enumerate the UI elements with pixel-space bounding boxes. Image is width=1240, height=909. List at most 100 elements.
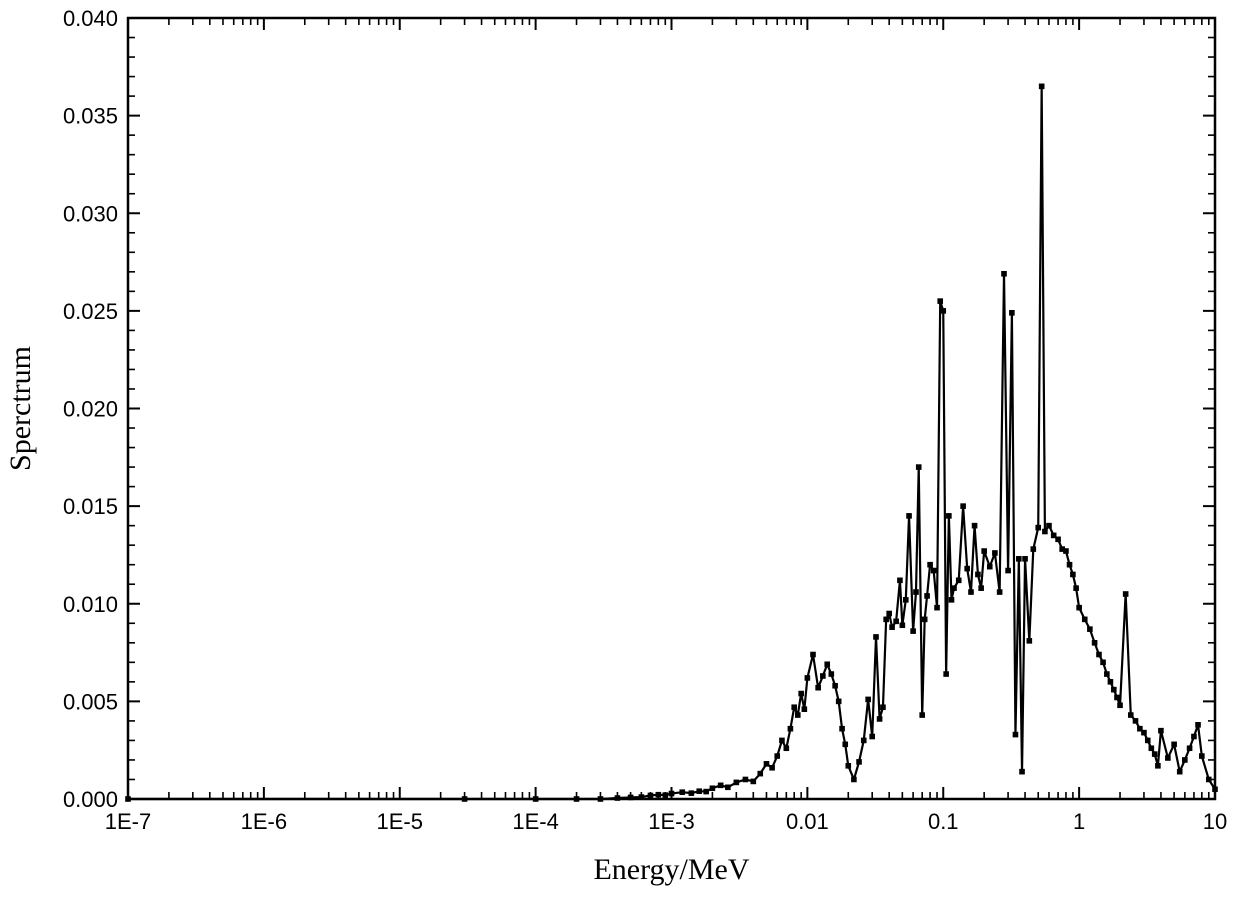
spectrum-marker	[1031, 547, 1036, 552]
spectrum-marker	[833, 683, 838, 688]
spectrum-marker	[1165, 755, 1170, 760]
x-tick-label: 1E-7	[105, 809, 151, 834]
spectrum-marker	[982, 549, 987, 554]
spectrum-marker	[779, 738, 784, 743]
spectrum-marker	[941, 308, 946, 313]
y-tick-label: 0.030	[63, 201, 118, 226]
spectrum-marker	[975, 572, 980, 577]
spectrum-marker	[946, 513, 951, 518]
spectrum-marker	[1070, 572, 1075, 577]
spectrum-marker	[725, 785, 730, 790]
y-axis-label: Sperctrum	[4, 346, 37, 471]
spectrum-marker	[810, 652, 815, 657]
spectrum-marker	[1111, 687, 1116, 692]
spectrum-marker	[836, 699, 841, 704]
spectrum-marker	[764, 761, 769, 766]
spectrum-marker	[1039, 84, 1044, 89]
spectrum-marker	[1206, 777, 1211, 782]
spectrum-marker	[1036, 525, 1041, 530]
spectrum-marker	[938, 299, 943, 304]
spectrum-marker	[1002, 271, 1007, 276]
spectrum-marker	[925, 593, 930, 598]
spectrum-marker	[857, 759, 862, 764]
spectrum-marker	[656, 792, 661, 797]
spectrum-marker	[884, 617, 889, 622]
spectrum-marker	[689, 791, 694, 796]
spectrum-marker	[979, 586, 984, 591]
spectrum-marker	[903, 597, 908, 602]
y-tick-label: 0.035	[63, 104, 118, 129]
spectrum-marker	[911, 629, 916, 634]
spectrum-marker	[1067, 562, 1072, 567]
spectrum-marker	[1128, 713, 1133, 718]
spectrum-chart: 1E-71E-61E-51E-41E-30.010.11100.0000.005…	[0, 0, 1240, 909]
spectrum-marker	[1042, 529, 1047, 534]
spectrum-marker	[928, 562, 933, 567]
spectrum-marker	[944, 672, 949, 677]
spectrum-marker	[1172, 742, 1177, 747]
y-tick-label: 0.010	[63, 592, 118, 617]
spectrum-marker	[920, 713, 925, 718]
spectrum-marker	[574, 797, 579, 802]
spectrum-marker	[1141, 730, 1146, 735]
spectrum-marker	[897, 578, 902, 583]
spectrum-marker	[1155, 763, 1160, 768]
y-tick-label: 0.015	[63, 494, 118, 519]
spectrum-marker	[718, 783, 723, 788]
spectrum-marker	[1092, 640, 1097, 645]
x-tick-label: 1E-6	[241, 809, 287, 834]
spectrum-marker	[846, 763, 851, 768]
spectrum-marker	[900, 623, 905, 628]
spectrum-marker	[533, 797, 538, 802]
x-tick-label: 1E-4	[512, 809, 558, 834]
spectrum-line	[128, 86, 1215, 799]
y-tick-label: 0.040	[63, 6, 118, 31]
x-tick-label: 10	[1203, 809, 1227, 834]
y-tick-label: 0.005	[63, 689, 118, 714]
spectrum-marker	[770, 765, 775, 770]
spectrum-marker	[816, 685, 821, 690]
spectrum-marker	[648, 793, 653, 798]
spectrum-marker	[952, 586, 957, 591]
spectrum-marker	[1020, 769, 1025, 774]
spectrum-marker	[1177, 769, 1182, 774]
spectrum-marker	[1063, 549, 1068, 554]
spectrum-marker	[894, 619, 899, 624]
spectrum-marker	[792, 705, 797, 710]
spectrum-marker	[1009, 310, 1014, 315]
spectrum-marker	[907, 513, 912, 518]
spectrum-marker	[880, 705, 885, 710]
spectrum-marker	[1013, 732, 1018, 737]
spectrum-marker	[697, 789, 702, 794]
spectrum-marker	[1074, 586, 1079, 591]
spectrum-marker	[987, 564, 992, 569]
spectrum-marker	[462, 797, 467, 802]
spectrum-marker	[799, 691, 804, 696]
spectrum-marker	[916, 465, 921, 470]
spectrum-marker	[1213, 787, 1218, 792]
spectrum-marker	[931, 568, 936, 573]
spectrum-marker	[669, 791, 674, 796]
spectrum-marker	[877, 716, 882, 721]
spectrum-marker	[913, 590, 918, 595]
spectrum-marker	[829, 672, 834, 677]
x-tick-label: 1E-5	[377, 809, 423, 834]
spectrum-marker	[758, 771, 763, 776]
spectrum-marker	[840, 726, 845, 731]
spectrum-marker	[1199, 754, 1204, 759]
spectrum-marker	[887, 611, 892, 616]
spectrum-marker	[961, 504, 966, 509]
spectrum-marker	[1191, 734, 1196, 739]
spectrum-marker	[997, 590, 1002, 595]
spectrum-marker	[126, 797, 131, 802]
spectrum-marker	[1158, 728, 1163, 733]
spectrum-marker	[680, 790, 685, 795]
spectrum-marker	[775, 754, 780, 759]
y-tick-label: 0.000	[63, 787, 118, 812]
spectrum-marker	[820, 673, 825, 678]
spectrum-marker	[843, 742, 848, 747]
spectrum-marker	[1187, 746, 1192, 751]
spectrum-marker	[628, 795, 633, 800]
spectrum-marker	[1006, 568, 1011, 573]
spectrum-marker	[874, 634, 879, 639]
